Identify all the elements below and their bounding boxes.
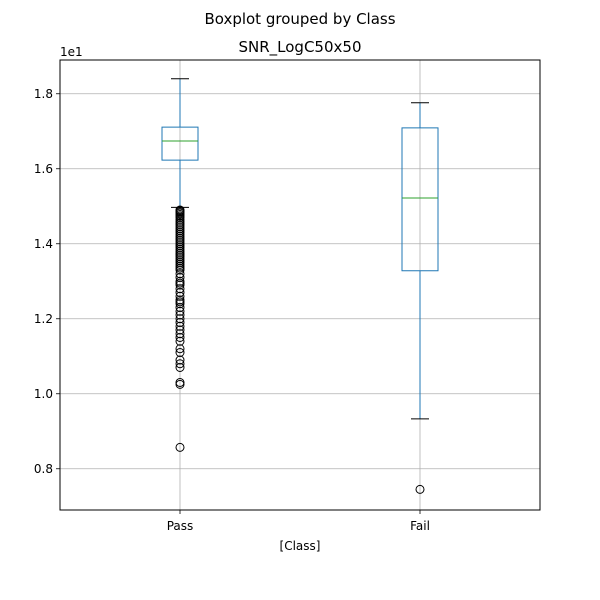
outlier-point <box>175 333 185 342</box>
axes-frame <box>59 59 541 511</box>
box-fail <box>401 102 439 494</box>
grid-lines <box>60 60 540 510</box>
box-pass <box>161 78 199 452</box>
x-tick-label: Fail <box>410 519 430 533</box>
y-tick-label: 0.8 <box>34 462 53 476</box>
figure-suptitle: Boxplot grouped by Class <box>204 10 395 28</box>
y-tick-label: 1.2 <box>34 312 53 326</box>
outlier-point <box>415 484 425 494</box>
outlier-point <box>175 442 185 452</box>
axes-title: SNR_LogC50x50 <box>239 38 362 57</box>
iqr-box <box>161 126 199 161</box>
y-offset-label: 1e1 <box>60 45 83 59</box>
x-axis-label: [Class] <box>280 539 321 553</box>
outlier-point <box>175 379 185 389</box>
tick-layer: 0.8 1.0 1.2 1.4 1.6 1.8 Pass Fail <box>34 87 430 533</box>
x-tick-label: Pass <box>167 519 194 533</box>
y-tick-label: 1.4 <box>34 237 53 251</box>
outlier-point <box>175 359 185 369</box>
outlier-point <box>175 363 185 372</box>
y-tick-label: 1.6 <box>34 162 53 176</box>
y-tick-label: 1.8 <box>34 87 53 101</box>
y-tick-label: 1.0 <box>34 387 53 401</box>
box-layer <box>161 78 439 494</box>
outlier-point <box>175 344 185 354</box>
iqr-box <box>401 127 439 272</box>
